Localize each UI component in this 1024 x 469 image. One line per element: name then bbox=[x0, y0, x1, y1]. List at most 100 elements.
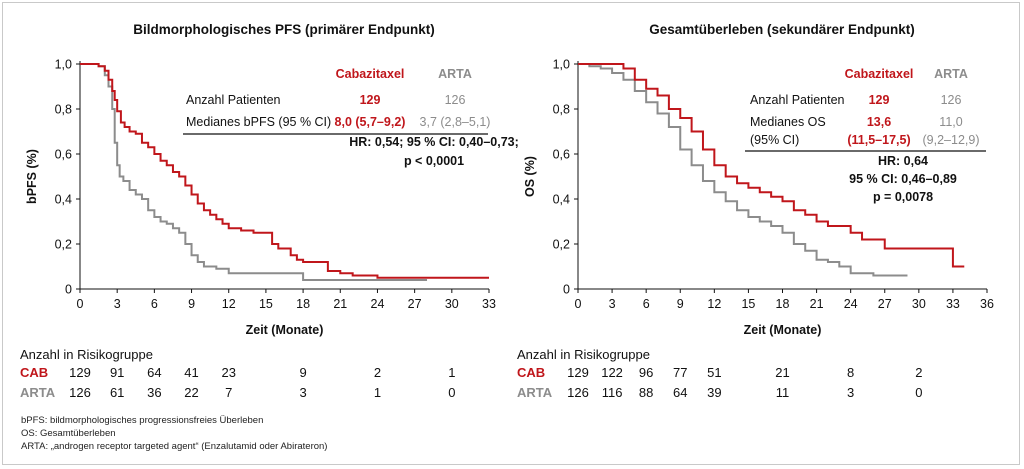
panel1-risk-value: 41 bbox=[184, 365, 198, 380]
panel1-risk-value: 1 bbox=[448, 365, 455, 380]
panel1-x-tick-label: 15 bbox=[259, 297, 273, 311]
panel1-stats-line: p < 0,0001 bbox=[404, 154, 464, 168]
panel1-risk-title: Anzahl in Risikogruppe bbox=[20, 347, 153, 362]
panel2-x-tick-label: 36 bbox=[980, 297, 994, 311]
panel2-x-tick-label: 24 bbox=[844, 297, 858, 311]
panel2-x-tick-label: 30 bbox=[912, 297, 926, 311]
panel1-stats-line: HR: 0,54; 95 % CI: 0,40–0,73; bbox=[349, 135, 519, 149]
panel1-legend-cabazitaxel: Cabazitaxel bbox=[336, 67, 405, 81]
panel1-risk-label-arta: ARTA bbox=[20, 385, 56, 400]
panel2-x-tick-label: 18 bbox=[776, 297, 790, 311]
panel2-risk-value: 64 bbox=[673, 385, 687, 400]
panel1-table-arta-value: 126 bbox=[445, 93, 466, 107]
panel2-risk-value: 122 bbox=[601, 365, 623, 380]
panel1-x-tick-label: 18 bbox=[296, 297, 310, 311]
panel2-table-arta-value: 11,0 bbox=[939, 115, 962, 129]
panel2-risk-value: 126 bbox=[567, 385, 589, 400]
panel2-risk-value: 51 bbox=[707, 365, 721, 380]
panel1-y-tick-label: 0 bbox=[65, 283, 72, 297]
panel1-y-tick-label: 0,6 bbox=[55, 148, 72, 162]
panel1-x-tick-label: 0 bbox=[77, 297, 84, 311]
panel1-risk-value: 36 bbox=[147, 385, 161, 400]
panel2-y-tick-label: 0,6 bbox=[553, 148, 570, 162]
panel1-y-tick-label: 1,0 bbox=[55, 58, 72, 72]
panel2-risk-title: Anzahl in Risikogruppe bbox=[517, 347, 650, 362]
footnote-os: OS: Gesamtüberleben bbox=[21, 428, 116, 439]
panel2-series-arta-curve bbox=[578, 63, 908, 277]
panel2-legend-cabazitaxel: Cabazitaxel bbox=[845, 67, 914, 81]
panel2-x-axis-label: Zeit (Monate) bbox=[744, 323, 822, 337]
panel2-y-tick-label: 0,8 bbox=[553, 103, 570, 117]
panel2-table-cab-value: 13,6 bbox=[867, 115, 891, 129]
panel1-y-tick-label: 0,4 bbox=[55, 193, 72, 207]
panel2-x-tick-label: 27 bbox=[878, 297, 892, 311]
panel2-series-cabazitaxel-curve bbox=[578, 63, 965, 268]
panel1-series-arta-curve bbox=[80, 63, 428, 281]
panel1-risk-value: 61 bbox=[110, 385, 124, 400]
panel2-risk-value: 11 bbox=[776, 385, 790, 400]
panel2-y-tick-label: 0 bbox=[563, 283, 570, 297]
panel1-table-arta-value: 3,7 (2,8–5,1) bbox=[420, 115, 491, 129]
footnote-arta: ARTA: „androgen receptor targeted agent“… bbox=[21, 441, 328, 452]
panel1-risk-value: 129 bbox=[69, 365, 91, 380]
panel2-y-tick-label: 1,0 bbox=[553, 58, 570, 72]
panel1-series-cabazitaxel-curve bbox=[80, 63, 489, 279]
panel1-y-tick-label: 0,2 bbox=[55, 238, 72, 252]
footnote-bpfs: bPFS: bildmorphologisches progressionsfr… bbox=[21, 415, 264, 426]
panel1-y-axis-label: bPFS (%) bbox=[25, 149, 39, 204]
panel2-x-tick-label: 0 bbox=[575, 297, 582, 311]
panel2-stats-line: HR: 0,64 bbox=[878, 154, 928, 168]
panel1-risk-label-cab: CAB bbox=[20, 365, 48, 380]
panel1-chart-title: Bildmorphologisches PFS (primärer Endpun… bbox=[133, 22, 435, 37]
panel2-risk-value: 39 bbox=[707, 385, 721, 400]
panel1-risk-value: 9 bbox=[299, 365, 306, 380]
panel2-y-tick-label: 0,2 bbox=[553, 238, 570, 252]
panel2-y-axis-label: OS (%) bbox=[523, 156, 537, 197]
panel2-legend-arta: ARTA bbox=[934, 67, 968, 81]
panel2-x-tick-label: 21 bbox=[810, 297, 824, 311]
panel1-x-tick-label: 27 bbox=[408, 297, 422, 311]
panel2-x-tick-label: 15 bbox=[741, 297, 755, 311]
panel1-risk-value: 2 bbox=[374, 365, 381, 380]
panel2-risk-value: 0 bbox=[915, 385, 922, 400]
panel2-risk-value: 116 bbox=[602, 385, 623, 400]
panel1-x-tick-label: 3 bbox=[114, 297, 121, 311]
panel1-risk-value: 64 bbox=[147, 365, 161, 380]
panel1-risk-value: 0 bbox=[448, 385, 455, 400]
panel1-x-axis-label: Zeit (Monate) bbox=[246, 323, 324, 337]
panel1-table-cab-value: 129 bbox=[360, 93, 381, 107]
panel1-risk-value: 91 bbox=[110, 365, 124, 380]
panel2-stats-line: 95 % CI: 0,46–0,89 bbox=[849, 172, 957, 186]
panel1-x-tick-label: 21 bbox=[333, 297, 347, 311]
panel2-x-tick-label: 3 bbox=[609, 297, 616, 311]
panel1-table-row-label: Medianes bPFS (95 % CI) bbox=[186, 115, 331, 129]
panel2-table-cab-value: 129 bbox=[869, 93, 890, 107]
panel1-table-row-label: Anzahl Patienten bbox=[186, 93, 281, 107]
panel2-table-row-label-line2: (95% CI) bbox=[750, 133, 799, 147]
panel1-risk-value: 7 bbox=[225, 385, 232, 400]
panel2-risk-label-arta: ARTA bbox=[517, 385, 553, 400]
panel1-x-tick-label: 30 bbox=[445, 297, 459, 311]
panel1-table-cab-value: 8,0 (5,7–9,2) bbox=[335, 115, 406, 129]
panel2-x-tick-label: 33 bbox=[946, 297, 960, 311]
panel1-y-tick-label: 0,8 bbox=[55, 103, 72, 117]
panel1-risk-value: 126 bbox=[69, 385, 91, 400]
panel1-x-tick-label: 33 bbox=[482, 297, 496, 311]
panel1-legend-arta: ARTA bbox=[438, 67, 472, 81]
panel2-risk-value: 96 bbox=[639, 365, 653, 380]
panel2-risk-value: 77 bbox=[673, 365, 687, 380]
panel1-risk-value: 1 bbox=[374, 385, 381, 400]
panel2-chart-title: Gesamtüberleben (sekundärer Endpunkt) bbox=[649, 22, 915, 37]
panel1-x-tick-label: 6 bbox=[151, 297, 158, 311]
panel2-risk-value: 88 bbox=[639, 385, 653, 400]
panel2-risk-value: 2 bbox=[915, 365, 922, 380]
panel2-table-arta-value: 126 bbox=[941, 93, 962, 107]
panel2-x-tick-label: 9 bbox=[677, 297, 684, 311]
panel2-stats-line: p = 0,0078 bbox=[873, 190, 933, 204]
panel1-x-tick-label: 24 bbox=[371, 297, 385, 311]
panel1-x-tick-label: 9 bbox=[188, 297, 195, 311]
panel2-risk-value: 21 bbox=[775, 365, 789, 380]
panel2-x-tick-label: 6 bbox=[643, 297, 650, 311]
panel1-risk-value: 22 bbox=[184, 385, 198, 400]
